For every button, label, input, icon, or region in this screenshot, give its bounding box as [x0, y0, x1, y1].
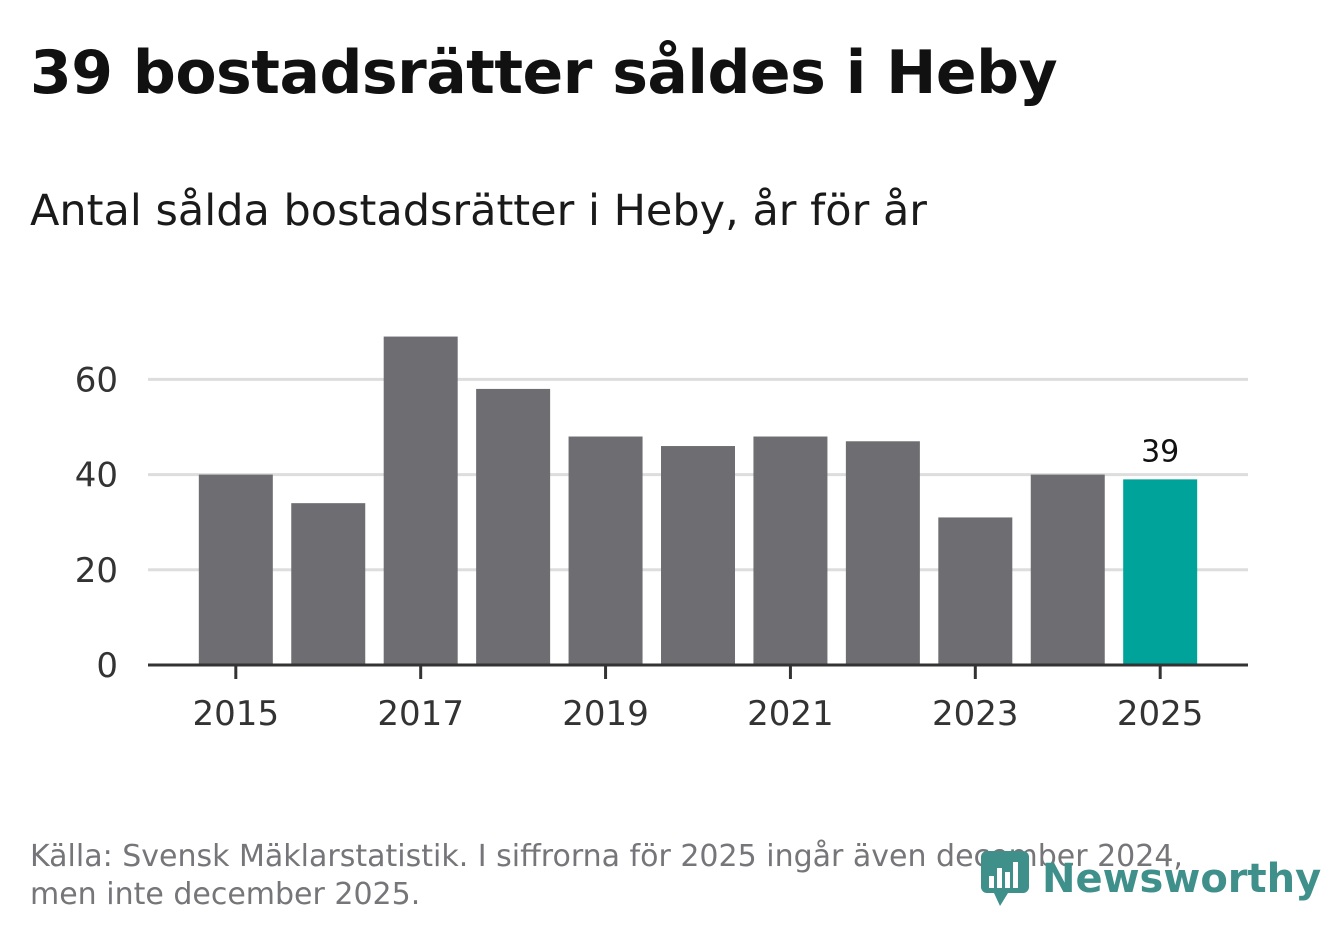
x-tick-label: 2025 [1117, 694, 1204, 734]
bar-2022 [846, 441, 920, 665]
x-tick-label: 2019 [562, 694, 649, 734]
x-tick-label: 2021 [747, 694, 834, 734]
bar-chart-logo-icon [980, 850, 1032, 908]
x-tick-label: 2017 [377, 694, 464, 734]
bar-2023 [938, 517, 1012, 665]
bar-2021 [753, 437, 827, 665]
data-label: 39 [1141, 434, 1179, 469]
x-tick-label: 2015 [193, 694, 280, 734]
bar-2015 [199, 475, 273, 665]
bar-2019 [569, 437, 643, 665]
y-tick-label: 60 [75, 360, 118, 400]
y-tick-label: 0 [96, 646, 118, 686]
bar-2016 [291, 503, 365, 665]
brand-name: Newsworthy [1042, 856, 1321, 902]
newsworthy-logo: Newsworthy [980, 850, 1321, 908]
y-tick-label: 40 [75, 456, 118, 496]
y-tick-label: 20 [75, 551, 118, 591]
bar-2020 [661, 446, 735, 665]
bar-2017 [384, 337, 458, 665]
bar-chart: 0 20 40 60 2015 2017 2019 2021 2023 2025 39 [0, 0, 1322, 780]
bar-2025 [1123, 479, 1197, 665]
bar-2024 [1031, 475, 1105, 665]
x-tick-label: 2023 [932, 694, 1019, 734]
bar-2018 [476, 389, 550, 665]
